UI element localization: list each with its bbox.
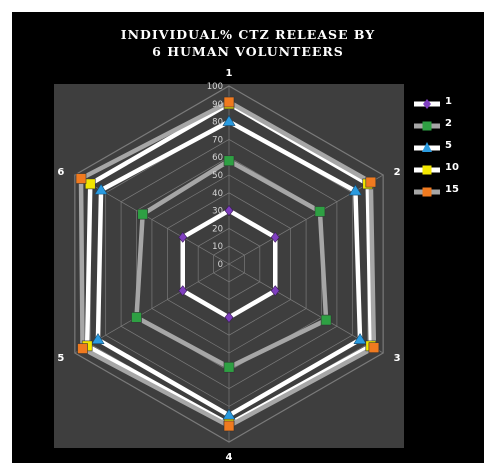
radial-tick-label-50: 50 (212, 171, 223, 181)
axis-label-2: 2 (394, 167, 401, 178)
marker-s2-axis3 (320, 314, 332, 326)
radial-tick-label-20: 20 (212, 224, 223, 234)
axis-label-4: 4 (226, 452, 233, 463)
marker-s1-axis2 (270, 231, 280, 243)
marker-s15-axis6 (75, 173, 87, 184)
marker-s5-axis5 (91, 333, 105, 344)
marker-s15-axis4 (223, 420, 235, 432)
series-line-15 (78, 99, 377, 429)
marker-s15-axis3 (368, 342, 380, 353)
marker-s5-axis6 (94, 183, 108, 195)
marker-s5-axis1 (222, 115, 236, 126)
legend-label-2: 2 (445, 118, 452, 129)
marker-s1-axis1 (224, 205, 234, 217)
marker-s2-axis5 (131, 312, 142, 323)
chart-title-line-2: 6 HUMAN VOLUNTEERS (152, 44, 344, 59)
radial-tick-label-60: 60 (212, 153, 223, 163)
chart-title-line-1: INDIVIDUAL% CTZ RELEASE BY (120, 27, 376, 42)
marker-s1-axis4 (224, 311, 234, 323)
legend-label-1: 1 (445, 96, 452, 107)
legend-item-10: 10 (407, 160, 487, 182)
legend-label-10: 10 (445, 162, 459, 173)
marker-s15-axis2 (365, 176, 377, 188)
legend-label-5: 5 (445, 140, 452, 151)
radial-tick-label-10: 10 (212, 242, 223, 252)
series-line-2 (134, 158, 329, 370)
marker-s15-axis1 (223, 96, 235, 108)
legend-item-5: 5 (407, 138, 487, 160)
radial-tick-label-100: 100 (207, 82, 223, 92)
radial-tick-label-30: 30 (212, 207, 223, 217)
radial-tick-label-40: 40 (212, 189, 223, 199)
legend-label-15: 15 (445, 184, 459, 195)
marker-s1-axis6 (178, 231, 188, 243)
marker-s5-axis3 (353, 333, 367, 344)
legend-swatch-10 (414, 165, 440, 175)
marker-s15-axis5 (77, 343, 88, 354)
axis-label-1: 1 (226, 68, 233, 79)
legend-swatch-5 (414, 142, 440, 152)
legend-swatch-15 (414, 187, 440, 197)
axis-label-3: 3 (394, 353, 401, 364)
legend-item-2: 2 (407, 116, 487, 138)
marker-s5-axis2 (348, 184, 362, 196)
legend-item-1: 1 (407, 94, 487, 116)
marker-s1-axis5 (178, 285, 188, 297)
axis-label-6: 6 (57, 167, 64, 178)
chart-title: INDIVIDUAL% CTZ RELEASE BY 6 HUMAN VOLUN… (12, 26, 484, 60)
axis-label-5: 5 (57, 353, 64, 364)
radial-tick-label-70: 70 (212, 135, 223, 145)
legend-swatch-1 (414, 99, 440, 109)
radial-tick-label-80: 80 (212, 118, 223, 128)
legend-item-15: 15 (407, 182, 487, 204)
legend: 1 2 5 10 15 (407, 94, 487, 204)
radial-tick-label-90: 90 (212, 100, 223, 110)
chart-frame: INDIVIDUAL% CTZ RELEASE BY 6 HUMAN VOLUN… (12, 12, 484, 463)
marker-s2-axis2 (314, 206, 326, 217)
legend-swatch-2 (414, 121, 440, 131)
radial-tick-label-0: 0 (218, 260, 223, 270)
marker-s10-axis6 (84, 178, 96, 190)
marker-s2-axis4 (223, 361, 235, 373)
marker-s2-axis1 (223, 155, 235, 167)
marker-s1-axis3 (270, 285, 280, 297)
marker-s2-axis6 (137, 208, 148, 220)
